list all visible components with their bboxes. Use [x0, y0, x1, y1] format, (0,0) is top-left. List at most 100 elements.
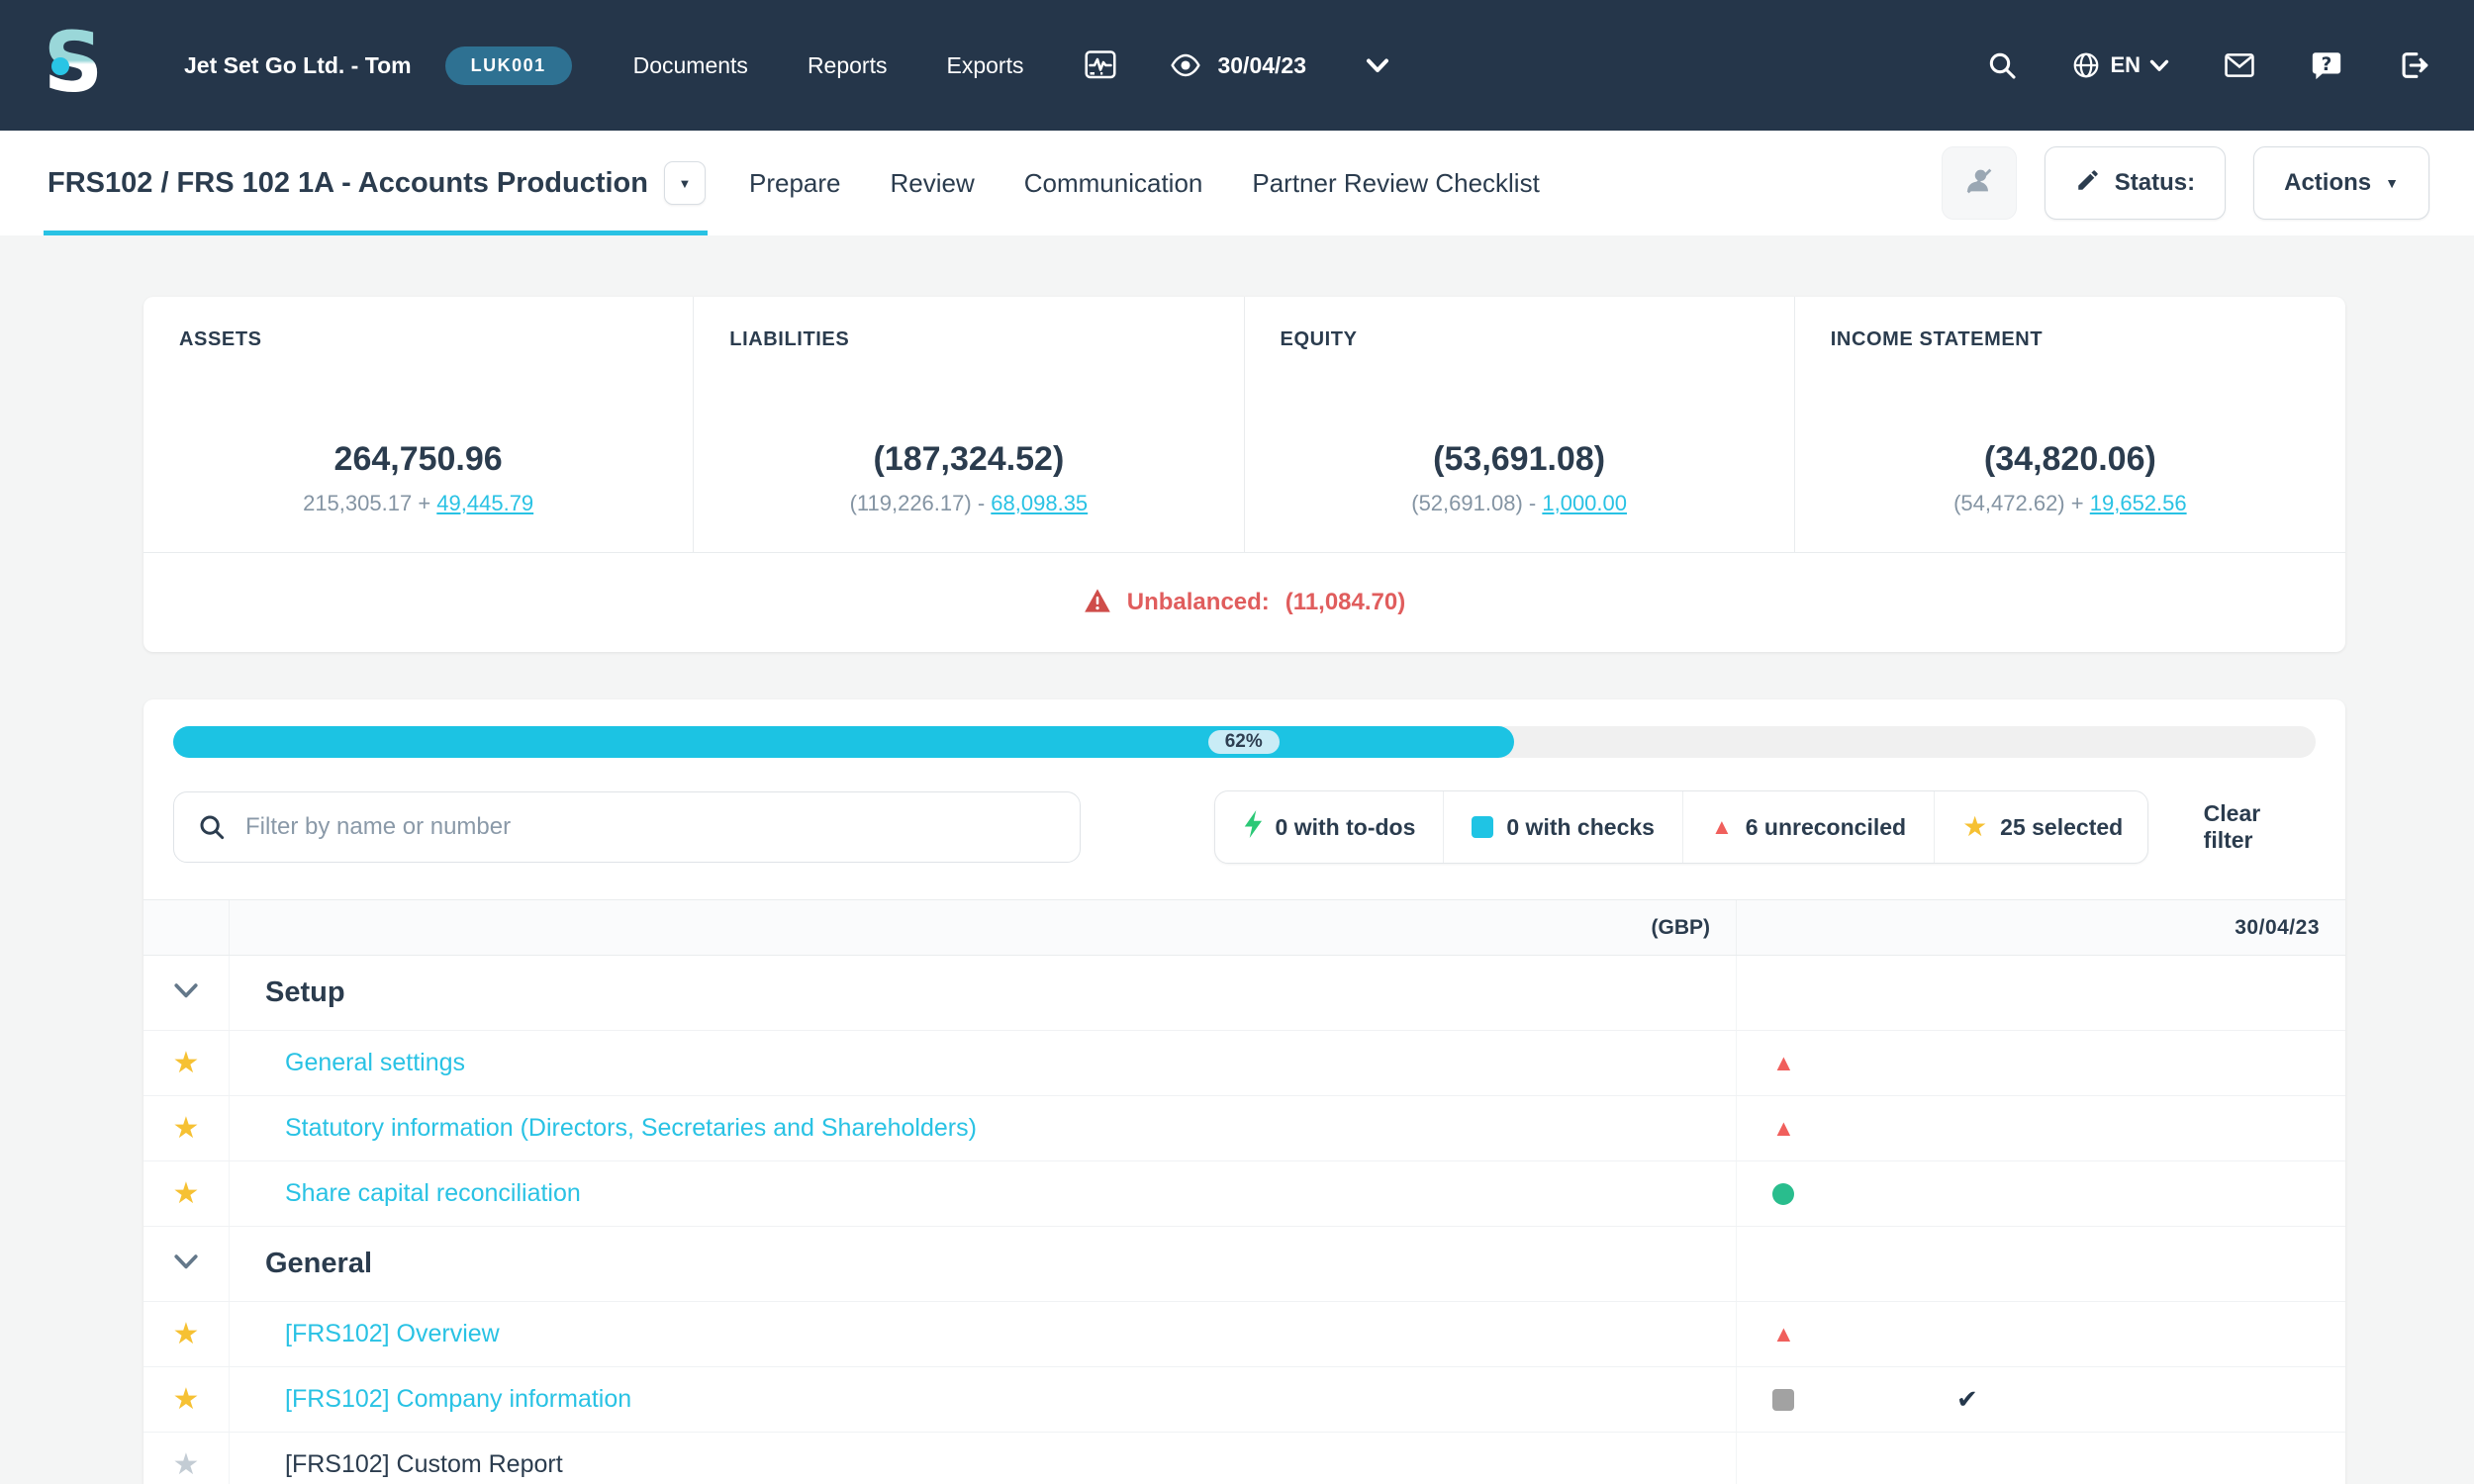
- filter-input[interactable]: [173, 791, 1081, 863]
- unreconciled-triangle-icon: ▲: [1772, 1323, 1795, 1345]
- summary-cell-income-statement: INCOME STATEMENT (34,820.06) (54,472.62)…: [1795, 297, 2345, 552]
- table-row: ★ General settings ▲: [143, 1031, 2345, 1096]
- filter-input-wrap: [173, 791, 1081, 863]
- star-icon[interactable]: ★: [173, 1385, 200, 1415]
- template-link[interactable]: General settings: [285, 1049, 465, 1077]
- section-title: General: [265, 1248, 372, 1280]
- chip-unreconciled[interactable]: ▲ 6 unreconciled: [1683, 791, 1935, 863]
- table-row: ★ Share capital reconciliation: [143, 1161, 2345, 1227]
- summary-adjustment-link[interactable]: 49,445.79: [436, 491, 533, 515]
- unreconciled-triangle-icon: ▲: [1772, 1052, 1795, 1074]
- company-code-badge: LUK001: [445, 46, 572, 85]
- table-row: ★ [FRS102] Custom Report: [143, 1433, 2345, 1484]
- language-selector[interactable]: EN: [2071, 50, 2169, 80]
- chip-selected[interactable]: ★ 25 selected: [1935, 791, 2148, 863]
- assignee-button[interactable]: [1942, 146, 2017, 220]
- chevron-down-icon[interactable]: [1366, 58, 1389, 73]
- template-link[interactable]: [FRS102] Overview: [285, 1320, 500, 1348]
- reconciled-circle-icon: [1772, 1183, 1794, 1205]
- nav-item-reports[interactable]: Reports: [808, 52, 888, 79]
- summary-label: EQUITY: [1281, 328, 1759, 351]
- progress-bar-fill: [173, 726, 1514, 758]
- silverfin-logo-icon[interactable]: S: [44, 20, 103, 112]
- star-icon[interactable]: ★: [173, 1114, 200, 1144]
- pulse-monitor-icon[interactable]: [1083, 47, 1118, 83]
- table-section-row: Setup: [143, 956, 2345, 1031]
- summary-op: +: [2071, 491, 2084, 515]
- chevron-down-icon[interactable]: [173, 1253, 199, 1275]
- top-navbar: S Jet Set Go Ltd. - Tom LUK001 Documents…: [0, 0, 2474, 131]
- tab-prepare[interactable]: Prepare: [749, 168, 841, 199]
- summary-value: 264,750.96: [179, 440, 657, 479]
- workflow-dropdown-button[interactable]: ▼: [664, 161, 706, 205]
- section-title: Setup: [265, 976, 345, 1009]
- progress-percentage-badge: 62%: [1208, 730, 1280, 754]
- globe-icon: [2071, 50, 2101, 80]
- check-icon: ✔: [1956, 1384, 1978, 1415]
- svg-text:?: ?: [2322, 54, 2332, 75]
- summary-adjustment-link[interactable]: 68,098.35: [991, 491, 1088, 515]
- secondary-nav: FRS102 / FRS 102 1A - Accounts Productio…: [0, 131, 2474, 235]
- nav-item-exports[interactable]: Exports: [946, 52, 1023, 79]
- summary-op: -: [1529, 491, 1536, 515]
- star-icon[interactable]: ★: [173, 1049, 200, 1078]
- chip-label: 25 selected: [2000, 814, 2123, 841]
- star-icon: ★: [1962, 813, 1987, 841]
- summary-base: (119,226.17): [850, 491, 972, 515]
- template-link[interactable]: Statutory information (Directors, Secret…: [285, 1114, 977, 1143]
- filter-chips: 0 with to-dos 0 with checks ▲ 6 unreconc…: [1214, 790, 2148, 864]
- unbalanced-warning: Unbalanced: (11,084.70): [143, 552, 2345, 652]
- pencil-icon: [2075, 167, 2101, 200]
- chip-label: 6 unreconciled: [1746, 814, 1906, 841]
- summary-label: LIABILITIES: [729, 328, 1207, 351]
- mail-icon[interactable]: [2223, 48, 2256, 82]
- actions-button[interactable]: Actions ▼: [2253, 146, 2429, 220]
- language-label: EN: [2110, 52, 2141, 78]
- summary-base: 215,305.17: [303, 491, 412, 515]
- progress-bar: 62%: [173, 726, 2316, 758]
- chip-with-todos[interactable]: 0 with to-dos: [1215, 791, 1445, 863]
- chevron-down-icon[interactable]: [173, 982, 199, 1004]
- template-link[interactable]: [FRS102] Company information: [285, 1385, 631, 1414]
- summary-adjustment-link[interactable]: 19,652.56: [2090, 491, 2187, 515]
- summary-cell-equity: EQUITY (53,691.08) (52,691.08) - 1,000.0…: [1245, 297, 1795, 552]
- nav-item-documents[interactable]: Documents: [633, 52, 748, 79]
- summary-base: (52,691.08): [1411, 491, 1523, 515]
- status-button[interactable]: Status:: [2045, 146, 2226, 220]
- page-title: FRS102 / FRS 102 1A - Accounts Productio…: [48, 167, 648, 200]
- period-date: 30/04/23: [1217, 52, 1306, 79]
- table-row: ★ [FRS102] Company information ✔: [143, 1367, 2345, 1433]
- tab-partner-review-checklist[interactable]: Partner Review Checklist: [1252, 168, 1539, 199]
- summary-adjustment-link[interactable]: 1,000.00: [1542, 491, 1627, 515]
- search-icon[interactable]: [1986, 49, 2018, 81]
- tab-communication[interactable]: Communication: [1024, 168, 1203, 199]
- summary-value: (187,324.52): [729, 440, 1207, 479]
- logout-icon[interactable]: [2397, 48, 2430, 82]
- period-selector[interactable]: 30/04/23: [1170, 49, 1389, 81]
- help-icon[interactable]: ?: [2310, 48, 2343, 82]
- currency-header: (GBP): [230, 900, 1737, 955]
- template-label: [FRS102] Custom Report: [285, 1450, 563, 1479]
- company-selector[interactable]: Jet Set Go Ltd. - Tom: [184, 52, 412, 79]
- financial-summary-card: ASSETS 264,750.96 215,305.17 + 49,445.79…: [143, 297, 2345, 652]
- template-link[interactable]: Share capital reconciliation: [285, 1179, 581, 1208]
- table-row: ★ Statutory information (Directors, Secre…: [143, 1096, 2345, 1161]
- unbalanced-value: (11,084.70): [1285, 589, 1405, 616]
- workflow-card: 62% 0 with to-dos 0 with checks: [143, 699, 2345, 1484]
- summary-value: (53,691.08): [1281, 440, 1759, 479]
- warning-triangle-icon: [1084, 588, 1111, 618]
- period-header: 30/04/23: [1737, 916, 2345, 940]
- clear-filter-button[interactable]: Clear filter: [2204, 800, 2316, 854]
- status-button-label: Status:: [2115, 169, 2195, 197]
- chip-label: 0 with checks: [1506, 814, 1655, 841]
- star-icon[interactable]: ★: [173, 1450, 200, 1480]
- summary-value: (34,820.06): [1831, 440, 2310, 479]
- tab-review[interactable]: Review: [890, 168, 974, 199]
- bolt-icon: [1243, 810, 1263, 844]
- star-icon[interactable]: ★: [173, 1320, 200, 1349]
- unbalanced-label: Unbalanced:: [1127, 589, 1270, 616]
- star-icon[interactable]: ★: [173, 1179, 200, 1209]
- triangle-icon: ▲: [1711, 816, 1733, 838]
- summary-cell-liabilities: LIABILITIES (187,324.52) (119,226.17) - …: [694, 297, 1244, 552]
- chip-with-checks[interactable]: 0 with checks: [1444, 791, 1683, 863]
